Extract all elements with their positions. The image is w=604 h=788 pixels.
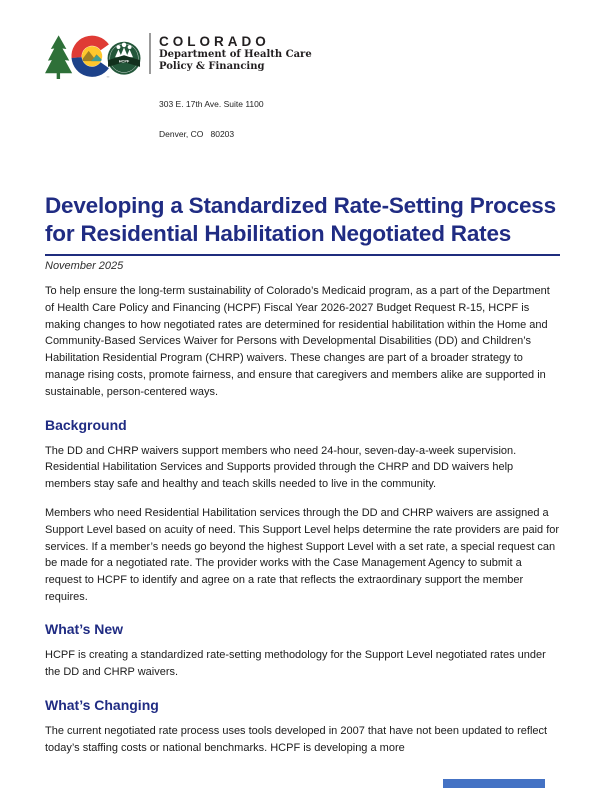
address-line2: Denver, CO 80203	[159, 129, 235, 139]
pine-tree-icon	[45, 35, 73, 80]
paragraph: Members who need Residential Habilitatio…	[45, 506, 560, 603]
document-page: ™ HCPF	[45, 33, 560, 757]
document-title: Developing a Standardized Rate-Setting P…	[45, 193, 556, 246]
footer-accent-bar	[443, 779, 545, 788]
document-body: To help ensure the long-term sustainabil…	[45, 283, 560, 757]
department-name-line2: Policy & Financing	[159, 60, 265, 72]
brand-block: COLORADO Department of Health Care Polic…	[149, 33, 312, 159]
document-date: November 2025	[45, 260, 124, 272]
paragraph: HCPF is creating a standardized rate-set…	[45, 648, 546, 678]
colorado-state-logo: ™ HCPF	[45, 35, 141, 80]
section-heading-whats-new: What’s New	[45, 620, 124, 637]
hcpf-seal-icon: HCPF	[107, 41, 141, 75]
department-name-line1: Department of Health Care	[159, 49, 312, 60]
paragraph: The DD and CHRP waivers support members …	[45, 444, 517, 491]
logo-divider	[149, 33, 151, 74]
letterhead: ™ HCPF	[45, 33, 560, 159]
brand-name: COLORADO	[159, 34, 270, 49]
paragraph: The current negotiated rate process uses…	[45, 725, 548, 755]
intro-paragraph: To help ensure the long-term sustainabil…	[45, 285, 550, 398]
seal-label: HCPF	[119, 58, 130, 63]
title-rule	[45, 254, 560, 256]
colorado-c-icon: ™	[71, 35, 109, 80]
address-line1: 303 E. 17th Ave. Suite 1100	[159, 99, 264, 109]
section-heading-whats-changing: What’s Changing	[45, 697, 159, 714]
section-heading-background: Background	[45, 416, 127, 433]
trademark-mark: ™	[106, 76, 109, 80]
